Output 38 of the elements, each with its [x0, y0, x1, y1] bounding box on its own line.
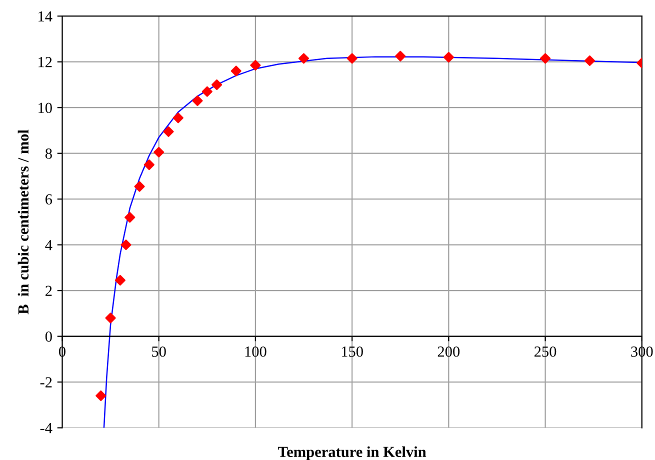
x-tick-label: 100	[245, 346, 266, 357]
point	[443, 52, 454, 63]
y-tick-label: 2	[46, 286, 52, 296]
point	[192, 95, 203, 106]
point	[96, 390, 106, 402]
y-tick-label: -2	[40, 377, 52, 388]
point	[105, 312, 116, 324]
x-tick-label: 250	[534, 346, 556, 357]
y-tick-label: 0	[45, 331, 52, 342]
point	[395, 50, 406, 62]
x-tick-label: 200	[438, 346, 460, 357]
y-tick-label: 4	[45, 240, 52, 250]
y-tick-label: 10	[38, 102, 52, 114]
y-tick-label: -4	[40, 423, 52, 434]
point	[230, 66, 242, 76]
point	[584, 55, 596, 66]
point	[212, 79, 222, 90]
y-tick-label: 8	[45, 148, 52, 159]
point	[202, 86, 212, 97]
y-axis-title: B in cubic centimeters / mol	[18, 130, 29, 314]
y-tick-label: 14	[38, 11, 52, 22]
point	[134, 181, 145, 192]
point	[172, 112, 184, 124]
y-tick-label: 12	[38, 57, 52, 68]
point	[298, 53, 310, 64]
point	[124, 212, 136, 223]
point	[154, 146, 164, 158]
point	[250, 60, 261, 71]
x-tick-label: 150	[342, 346, 363, 357]
point	[540, 53, 551, 64]
y-tick-label: 6	[46, 194, 52, 205]
x-axis-title: Temperature in Kelvin	[278, 446, 426, 460]
point	[346, 53, 358, 64]
point	[163, 126, 174, 137]
point	[120, 240, 132, 250]
x-tick-label: 50	[152, 346, 166, 357]
point	[144, 159, 154, 170]
point	[114, 274, 126, 286]
